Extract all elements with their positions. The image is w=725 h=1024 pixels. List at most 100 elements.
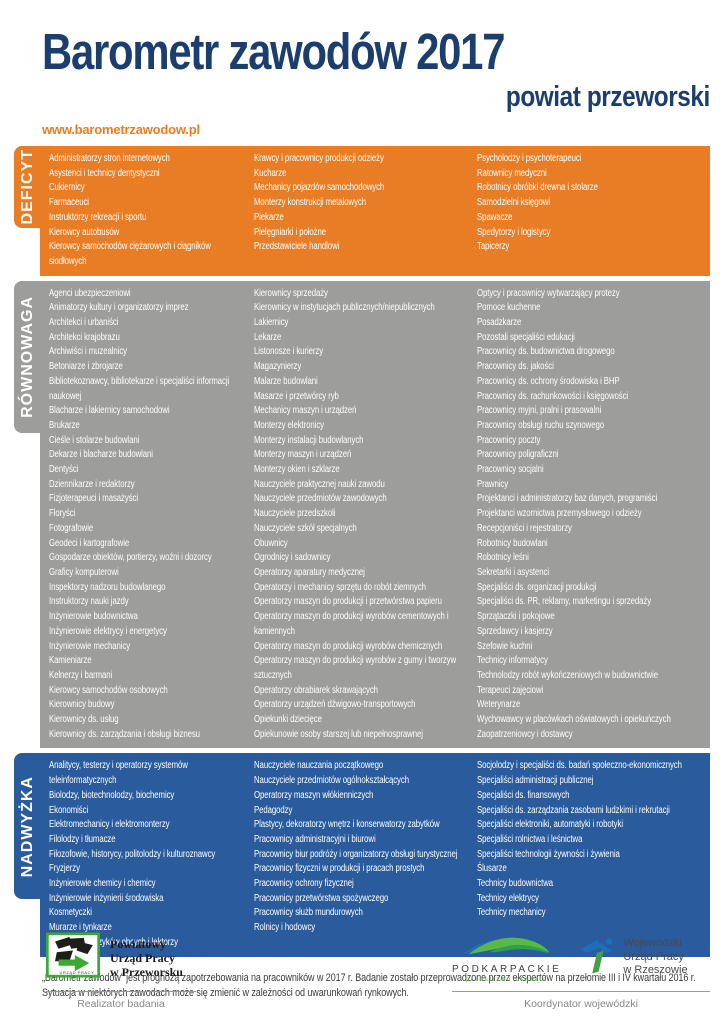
- occupation-item: Masarze i przetwórcy ryb: [254, 390, 339, 402]
- section-nadwyzka-panel: Analitycy, testerzy i operatorzy systemó…: [40, 753, 710, 957]
- occupation-item: Specjaliści elektroniki, automatyki i ro…: [477, 819, 623, 831]
- occupation-item: Mechanicy maszyn i urządzeń: [254, 405, 357, 417]
- rownowaga-column-3: Optycy i pracownicy wytwarzający protezy…: [477, 287, 704, 743]
- credit-realizator: URZĄD PRACY Powiatowy Urząd Pracy w Prze…: [46, 932, 196, 1010]
- occupation-item: Nauczyciele przedszkoli: [254, 508, 336, 520]
- occupation-item: Spedytorzy i logistycy: [477, 226, 551, 238]
- occupation-item: Technicy mechanicy: [477, 907, 546, 919]
- occupation-item: Operatorzy maszyn do produkcji wyrobów c…: [254, 611, 449, 637]
- occupation-item: Kierownicy budowy: [49, 699, 115, 711]
- occupation-item: Kamieniarze: [49, 655, 92, 667]
- credit-koordynator: PODKARPACKIE przestrzeń otwarta Wojewódz…: [452, 932, 710, 1010]
- occupation-item: Kucharze: [254, 167, 287, 179]
- occupation-item: Terapeuci zajęciowi: [477, 684, 544, 696]
- occupation-item: Kierowcy samochodów ciężarowych i ciągni…: [49, 241, 211, 267]
- occupation-item: Pracownicy administracyjni i biurowi: [254, 833, 376, 845]
- podkarpackie-block: PODKARPACKIE przestrzeń otwarta: [452, 932, 561, 983]
- wup-line-2: w Rzeszowie: [623, 964, 688, 977]
- occupation-item: Robotnicy leśni: [477, 552, 529, 564]
- section-deficyt-label: DEFICYT: [18, 149, 36, 225]
- occupation-item: Operatorzy aparatury medycznej: [254, 566, 365, 578]
- occupation-item: Pracownicy ochrony fizycznej: [254, 878, 354, 890]
- occupation-item: Opiekunki dziecięce: [254, 714, 322, 726]
- nadwyzka-column-1: Analitycy, testerzy i operatorzy systemó…: [49, 759, 249, 950]
- occupation-item: Technicy elektrycy: [477, 892, 539, 904]
- nadwyzka-column-3: Socjolodzy i specjaliści ds. badań społe…: [477, 759, 704, 950]
- occupation-item: Pracownicy fizyczni w produkcji i pracac…: [254, 863, 425, 875]
- occupation-item: Blacharze i lakiernicy samochodowi: [49, 405, 170, 417]
- credit-divider-left: [46, 991, 196, 992]
- pup-org-line-3: w Przeworsku: [110, 964, 183, 979]
- occupation-item: Sprzedawcy i kasjerzy: [477, 625, 553, 637]
- section-rownowaga-panel: Agenci ubezpieczeniowi Animatorzy kultury…: [40, 280, 710, 749]
- occupation-item: Kosmetyczki: [49, 907, 92, 919]
- occupation-item: Farmaceuci: [49, 197, 89, 209]
- occupation-item: Nauczyciele nauczania początkowego: [254, 760, 384, 772]
- occupation-item: Optycy i pracownicy wytwarzający protezy: [477, 287, 620, 299]
- occupation-item: Operatorzy obrabiarek skrawających: [254, 684, 378, 696]
- occupation-item: Inżynierowie inżynierii środowiska: [49, 892, 164, 904]
- occupation-item: Pozostali specjaliści edukacji: [477, 331, 575, 343]
- occupation-item: Pedagodzy: [254, 804, 293, 816]
- occupation-item: Lekarze: [254, 331, 282, 343]
- occupation-item: Filolodzy i tłumacze: [49, 833, 116, 845]
- occupation-item: Tapicerzy: [477, 241, 510, 253]
- occupation-item: Bibliotekoznawcy, bibliotekarze i specja…: [49, 375, 230, 402]
- occupation-item: Operatorzy urządzeń dźwigowo-transportow…: [254, 699, 416, 711]
- section-nadwyzka-label: NADWYŻKA: [18, 775, 36, 878]
- occupation-item: Operatorzy maszyn do produkcji i przetwó…: [254, 596, 442, 608]
- occupation-item: Floryści: [49, 508, 76, 520]
- occupation-item: Prawnicy: [477, 478, 509, 490]
- pup-org-line-2: Urząd Pracy: [110, 950, 175, 965]
- occupation-item: Sprzątaczki i pokojowe: [477, 611, 555, 623]
- credits: URZĄD PRACY Powiatowy Urząd Pracy w Prze…: [0, 932, 725, 1010]
- pup-przeworsk-logo-icon: URZĄD PRACY: [46, 932, 100, 983]
- section-nadwyzka-tab: NADWYŻKA: [14, 753, 41, 900]
- occupation-item: Gospodarze obiektów, portierzy, woźni i …: [49, 552, 212, 564]
- occupation-item: Dziennikarze i redaktorzy: [49, 478, 135, 490]
- occupation-item: Technolodzy robót wykończeniowych w budo…: [477, 669, 658, 681]
- occupation-item: Monterzy elektronicy: [254, 419, 324, 431]
- occupation-item: Malarze budowlani: [254, 375, 318, 387]
- occupation-item: Specjaliści ds. PR, reklamy, marketingu …: [477, 596, 652, 608]
- occupation-item: Inżynierowie elektrycy i energetycy: [49, 625, 167, 637]
- occupation-item: Instruktorzy nauki jazdy: [49, 596, 129, 608]
- occupation-item: Pracownicy myjni, pralni i prasowalni: [477, 405, 602, 417]
- occupation-item: Cukiernicy: [49, 182, 85, 194]
- occupation-item: Pracownicy biur podróży i organizatorzy …: [254, 848, 458, 860]
- occupation-item: Dentyści: [49, 464, 79, 476]
- occupation-item: Sekretarki i asystenci: [477, 566, 549, 578]
- occupation-item: Animatorzy kultury i organizatorzy impre…: [49, 302, 189, 314]
- credit-divider-right: [452, 991, 710, 992]
- section-deficyt-panel: Administratorzy stron internetowych Asyst…: [40, 146, 710, 276]
- page-title: Barometr zawodów 2017: [42, 23, 505, 80]
- occupation-item: Archiwiści i muzealnicy: [49, 346, 127, 358]
- occupation-item: Pracownicy ds. budownictwa drogowego: [477, 346, 615, 358]
- occupation-item: Opiekunowie osoby starszej lub niepełnos…: [254, 728, 423, 740]
- wup-block: Wojewódzki Urząd Pracy w Rzeszowie: [577, 935, 710, 980]
- occupation-item: Kelnerzy i barmani: [49, 669, 113, 681]
- occupation-item: Szefowie kuchni: [477, 640, 533, 652]
- section-deficyt: DEFICYT Administratorzy stron internetow…: [14, 146, 710, 276]
- section-rownowaga-tab: RÓWNOWAGA: [14, 280, 41, 433]
- deficyt-column-1: Administratorzy stron internetowych Asyst…: [49, 152, 249, 270]
- occupation-item: Mechanicy pojazdów samochodowych: [254, 182, 385, 194]
- occupation-item: Geodeci i kartografowie: [49, 537, 130, 549]
- occupation-item: Kierowcy samochodów osobowych: [49, 684, 168, 696]
- occupation-item: Operatorzy i mechanicy sprzętu do robót …: [254, 581, 426, 593]
- section-deficyt-tab: DEFICYT: [14, 146, 41, 228]
- occupation-item: Socjolodzy i specjaliści ds. badań społe…: [477, 760, 682, 772]
- podkarpackie-title: PODKARPACKIE: [452, 964, 562, 975]
- occupation-item: Filozofowie, historycy, politolodzy i ku…: [49, 848, 216, 860]
- occupation-item: Cieśle i stolarze budowlani: [49, 434, 140, 446]
- occupation-item: Zaopatrzeniowcy i dostawcy: [477, 728, 573, 740]
- occupation-item: Agenci ubezpieczeniowi: [49, 287, 131, 299]
- occupation-item: Elektromechanicy i elektromonterzy: [49, 819, 170, 831]
- occupation-item: Fizjoterapeuci i masażyści: [49, 493, 139, 505]
- occupation-item: Posadzkarze: [477, 317, 522, 329]
- occupation-item: Pomoce kuchenne: [477, 302, 541, 314]
- occupation-item: Nauczyciele przedmiotów ogólnokształcący…: [254, 775, 409, 787]
- deficyt-column-3: Psycholodzy i psychoterapeuci Ratownicy m…: [477, 152, 704, 270]
- occupation-item: Nauczyciele języków obcych i lektorzy: [49, 936, 178, 948]
- occupation-item: Inspektorzy nadzoru budowlanego: [49, 581, 166, 593]
